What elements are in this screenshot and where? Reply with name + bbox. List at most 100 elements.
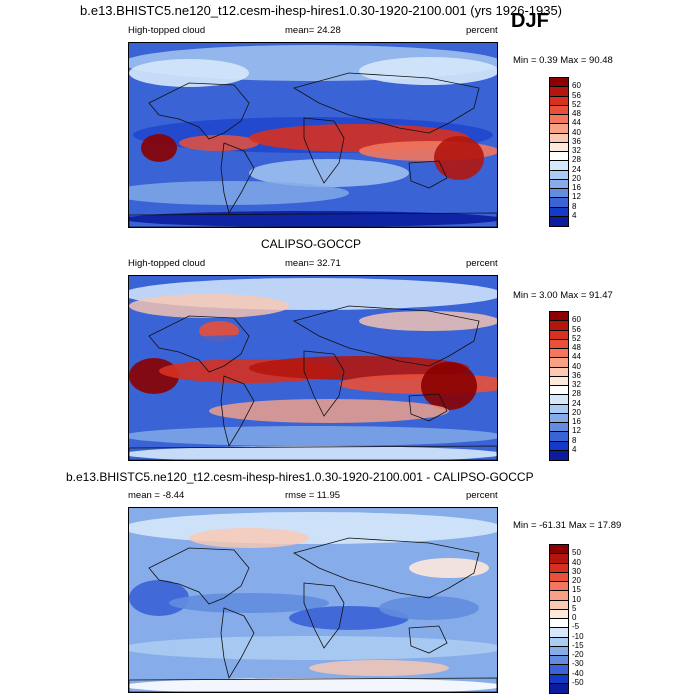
panel-1-minmax: Min = 0.39 Max = 90.48 (513, 55, 613, 66)
colorbar-tick-label: 12 (572, 192, 581, 202)
panel-3-rmse: rmse = 11.95 (285, 490, 341, 501)
panel-2-map (128, 275, 498, 461)
colorbar-swatch (550, 674, 568, 684)
coastline (292, 72, 480, 134)
panel-3-mean: mean = -8.44 (128, 490, 185, 501)
panel-2-title: CALIPSO-GOCCP (261, 237, 362, 251)
coastline (129, 677, 497, 692)
cloud-field-region (249, 159, 409, 187)
cloud-field-region (359, 311, 497, 331)
colorbar-swatch (550, 96, 568, 106)
colorbar-swatch (550, 124, 568, 134)
coastline (148, 315, 250, 373)
panel-3-colorbar (549, 544, 569, 694)
coastline (292, 305, 480, 367)
colorbar-swatch (550, 189, 568, 199)
cloud-field-region (129, 580, 189, 616)
cloud-field-region (129, 426, 497, 446)
colorbar-swatch (550, 152, 568, 162)
panel-3-title: b.e13.BHISTC5.ne120_t12.cesm-ihesp-hires… (66, 470, 534, 484)
colorbar-tick-label: 4 (572, 210, 577, 220)
colorbar-tick-label: 44 (572, 352, 581, 362)
colorbar-tick-label: 40 (572, 557, 581, 567)
cloud-field-region (209, 399, 449, 423)
cloud-field-region (434, 136, 484, 180)
colorbar-tick-label: 56 (572, 90, 581, 100)
colorbar-swatch (550, 207, 568, 217)
colorbar-tick-label: 4 (572, 444, 577, 454)
colorbar-swatch (550, 423, 568, 433)
colorbar-swatch (550, 339, 568, 349)
colorbar-tick-label: 32 (572, 380, 581, 389)
colorbar-swatch (550, 609, 568, 619)
colorbar-tick-label: 32 (572, 146, 581, 155)
colorbar-tick-label: 30 (572, 566, 581, 576)
colorbar-tick-label: 16 (572, 417, 581, 426)
colorbar-swatch (550, 432, 568, 442)
colorbar-swatch (550, 637, 568, 647)
panel-1-map (128, 42, 498, 228)
colorbar-swatch (550, 321, 568, 331)
colorbar-tick-label: 36 (572, 136, 581, 146)
coastline (148, 547, 250, 605)
panel-2-left-label: High-topped cloud (128, 258, 206, 269)
colorbar-tick-label: 40 (572, 127, 581, 137)
colorbar-tick-label: 20 (572, 576, 581, 585)
coastline (303, 117, 345, 184)
colorbar-swatch (550, 572, 568, 582)
colorbar-tick-label: 60 (572, 81, 581, 91)
colorbar-swatch (550, 78, 568, 88)
cloud-field-region (379, 596, 479, 620)
colorbar-swatch (550, 413, 568, 423)
coastline (148, 82, 250, 140)
colorbar-tick-label: 28 (572, 155, 581, 165)
colorbar-tick-label: 40 (572, 361, 581, 371)
coastline (303, 582, 345, 649)
colorbar-tick-label: -50 (572, 677, 584, 687)
colorbar-tick-label: 5 (572, 603, 577, 613)
colorbar-tick-label: -10 (572, 631, 584, 641)
cloud-field-region (129, 211, 497, 227)
panel-1-title: b.e13.BHISTC5.ne120_t12.cesm-ihesp-hires… (80, 3, 563, 18)
colorbar-tick-label: 52 (572, 99, 581, 109)
coastline (220, 142, 255, 215)
panel-1-units: percent (466, 25, 498, 36)
colorbar-tick-label: 56 (572, 324, 581, 334)
colorbar-swatch (550, 656, 568, 666)
cloud-field-region (129, 512, 497, 544)
colorbar-swatch (550, 386, 568, 396)
colorbar-tick-label: 20 (572, 173, 581, 183)
cloud-field-region (189, 528, 309, 548)
coastline (408, 625, 448, 654)
coastline (292, 537, 480, 599)
colorbar-swatch (550, 628, 568, 638)
colorbar-swatch (550, 665, 568, 675)
colorbar-tick-label: 48 (572, 343, 581, 352)
colorbar-swatch (550, 395, 568, 405)
colorbar-swatch (550, 133, 568, 143)
cloud-field-region (129, 181, 349, 205)
map-field (129, 276, 497, 460)
coastline (220, 607, 255, 680)
panel-3-minmax: Min = -61.31 Max = 17.89 (513, 520, 622, 531)
coastline (408, 393, 448, 422)
colorbar-tick-label: 8 (572, 201, 577, 211)
colorbar-tick-label: 36 (572, 370, 581, 380)
cloud-field-region (169, 593, 329, 613)
cloud-field-region (129, 446, 497, 460)
colorbar-tick-label: -15 (572, 640, 584, 650)
colorbar-tick-label: 10 (572, 594, 581, 604)
colorbar-tick-label: 50 (572, 548, 581, 558)
colorbar-tick-label: 28 (572, 389, 581, 399)
colorbar-tick-label: -20 (572, 650, 584, 659)
coastline (129, 212, 497, 227)
colorbar-swatch (550, 161, 568, 171)
colorbar-tick-label: -30 (572, 659, 584, 669)
colorbar-swatch (550, 545, 568, 555)
colorbar-swatch (550, 312, 568, 322)
colorbar-tick-label: -5 (572, 622, 580, 632)
colorbar-tick-label: 44 (572, 118, 581, 128)
colorbar-tick-label: 15 (572, 585, 581, 595)
colorbar-swatch (550, 216, 568, 226)
colorbar-tick-label: -40 (572, 668, 584, 678)
